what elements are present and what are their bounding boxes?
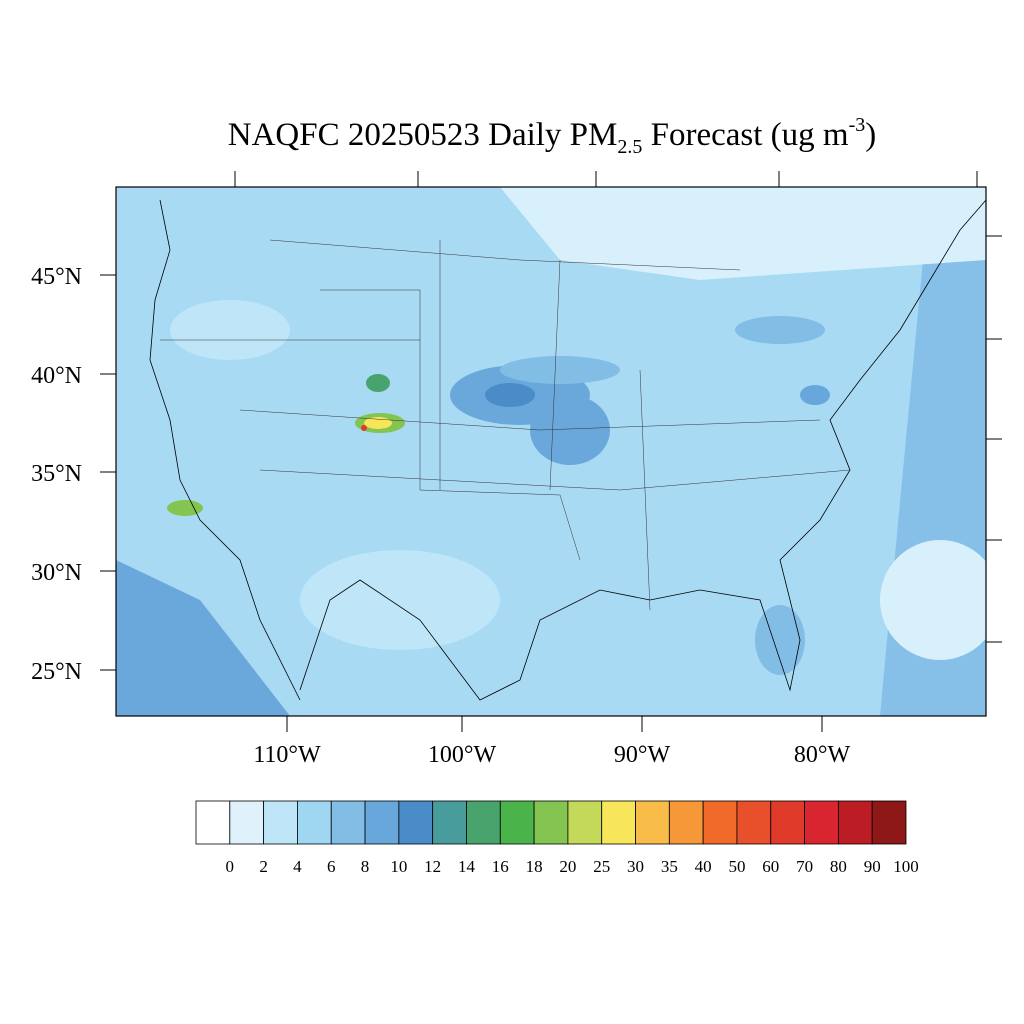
colorbar-label: 20 (559, 857, 576, 876)
colorbar-box (364, 800, 400, 845)
title-main: NAQFC 20250523 Daily PM (228, 117, 618, 153)
lat-label: 45°N (31, 264, 82, 290)
colorbar-box (263, 800, 298, 845)
colorbar-box (837, 800, 873, 845)
colorbar-box (567, 800, 603, 845)
axis-labels: 45°N 40°N 35°N 30°N 25°N 110°W 100°W 90°W 80°W (31, 264, 850, 768)
colorbar-box (297, 800, 332, 845)
lat-label: 40°N (31, 363, 82, 389)
colorbar-label: 25 (593, 857, 610, 876)
colorbar-label: 6 (327, 857, 336, 876)
colorbar-box (398, 800, 434, 845)
colorbar-box (770, 800, 805, 845)
lon-label: 110°W (253, 742, 321, 768)
colorbar-box (533, 800, 569, 845)
colorbar-label: 70 (796, 857, 813, 876)
lat-label: 35°N (31, 461, 82, 487)
map (100, 171, 1002, 732)
colorbar-box (330, 800, 366, 845)
colorbar-box (195, 800, 231, 845)
colorbar-box (871, 800, 907, 845)
title: NAQFC 20250523 Daily PM2.5 Forecast (ug … (228, 114, 877, 158)
title-sup: -3 (849, 114, 866, 136)
colorbar-label: 12 (424, 857, 441, 876)
colorbar-label: 4 (293, 857, 302, 876)
colorbar-box (229, 800, 265, 845)
lon-label: 90°W (614, 742, 671, 768)
title-rest: Forecast (ug m (642, 117, 849, 153)
colorbar-box (601, 800, 636, 845)
lon-label: 80°W (794, 742, 851, 768)
colorbar-label: 100 (893, 857, 919, 876)
colorbar-box (466, 800, 501, 845)
colorbar-label: 14 (458, 857, 476, 876)
colorbar-box (736, 800, 772, 845)
colorbar-box (804, 800, 839, 845)
colorbar-label: 35 (661, 857, 678, 876)
colorbar-label: 2 (259, 857, 268, 876)
title-sub: 2.5 (617, 136, 642, 158)
colorbar-label: 60 (762, 857, 779, 876)
colorbar-box (668, 800, 704, 845)
colorbar-label: 40 (695, 857, 712, 876)
title-end: ) (865, 117, 876, 153)
colorbar-label: 80 (830, 857, 847, 876)
colorbar-label: 50 (728, 857, 745, 876)
colorbar-label: 16 (492, 857, 509, 876)
colorbar-box (432, 800, 467, 845)
lat-label: 30°N (31, 560, 82, 586)
colorbar-box (499, 800, 535, 845)
colorbar-label: 10 (390, 857, 407, 876)
colorbar-label: 90 (864, 857, 881, 876)
lon-label: 100°W (428, 742, 497, 768)
colorbar: 0 2 4 6 8 10 12 14 16 18 20 25 30 35 40 50 60 70 80 90 100 (195, 800, 919, 876)
colorbar-box (702, 800, 738, 845)
colorbar-label: 30 (627, 857, 644, 876)
colorbar-label: 8 (361, 857, 370, 876)
colorbar-label: 18 (526, 857, 543, 876)
colorbar-label: 0 (226, 857, 235, 876)
lat-label: 25°N (31, 659, 82, 685)
colorbar-box (635, 800, 670, 845)
